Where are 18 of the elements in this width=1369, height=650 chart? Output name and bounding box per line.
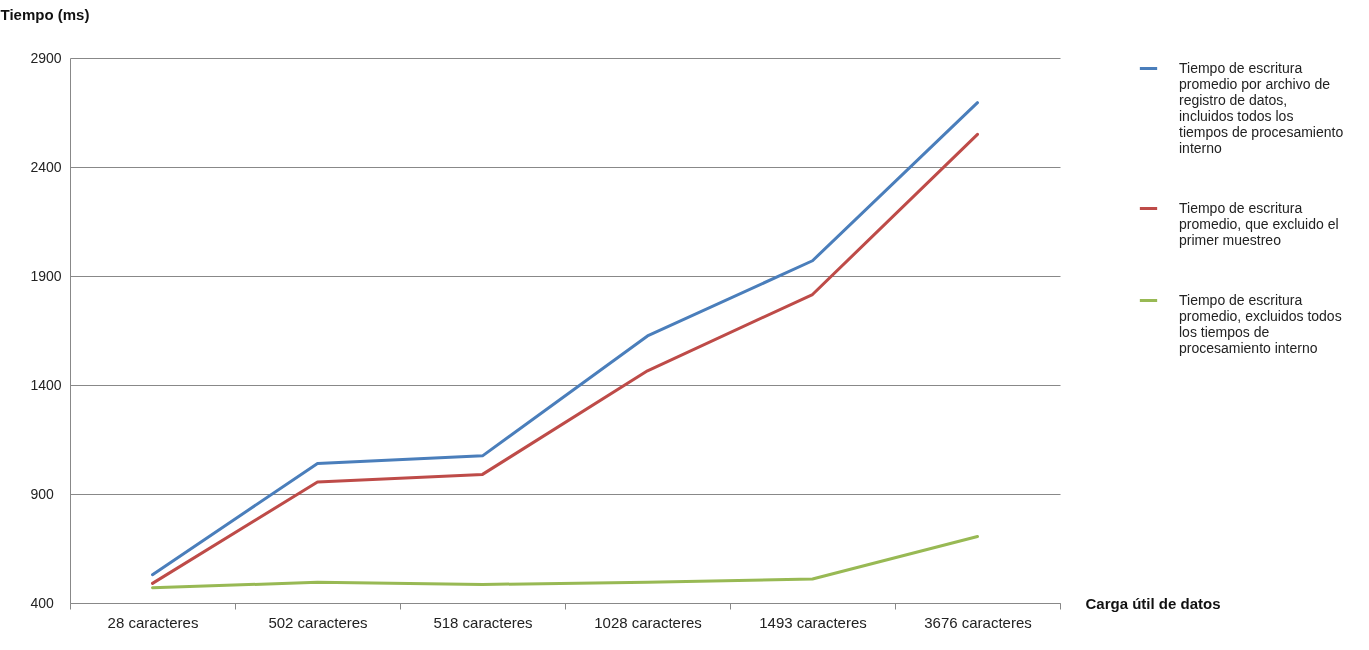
y-tick-label: 400 bbox=[30, 594, 55, 611]
x-tick-label: 1028 caracteres bbox=[594, 613, 702, 631]
line-series bbox=[151, 535, 979, 590]
x-tick-label: 1493 caracteres bbox=[759, 613, 867, 631]
x-tick-label: 28 caracteres bbox=[107, 613, 199, 631]
y-tick-label: 1400 bbox=[30, 376, 62, 393]
y-tick-label: 2900 bbox=[30, 49, 62, 66]
y-tick-label: 2400 bbox=[30, 158, 62, 175]
legend-label: Tiempo de escritura promedio por archivo de registro de datos, incluidos todos los tiempos de procesamiento interno bbox=[1179, 59, 1344, 156]
x-tick-label: 518 caracteres bbox=[433, 613, 533, 631]
y-tick-label: 900 bbox=[30, 485, 55, 502]
legend-label: Tiempo de escritura promedio, que excluido el primer muestreo bbox=[1179, 199, 1339, 248]
legend-label: Tiempo de escritura promedio, excluidos todos los tiempos de procesamiento interno bbox=[1179, 291, 1342, 356]
x-tick-label: 502 caracteres bbox=[268, 613, 368, 631]
x-tick-label: 3676 caracteres bbox=[924, 613, 1032, 631]
y-axis-title: Tiempo (ms) bbox=[0, 5, 90, 23]
y-tick-label: 1900 bbox=[30, 267, 62, 284]
x-axis-title: Carga útil de datos bbox=[1085, 594, 1221, 612]
